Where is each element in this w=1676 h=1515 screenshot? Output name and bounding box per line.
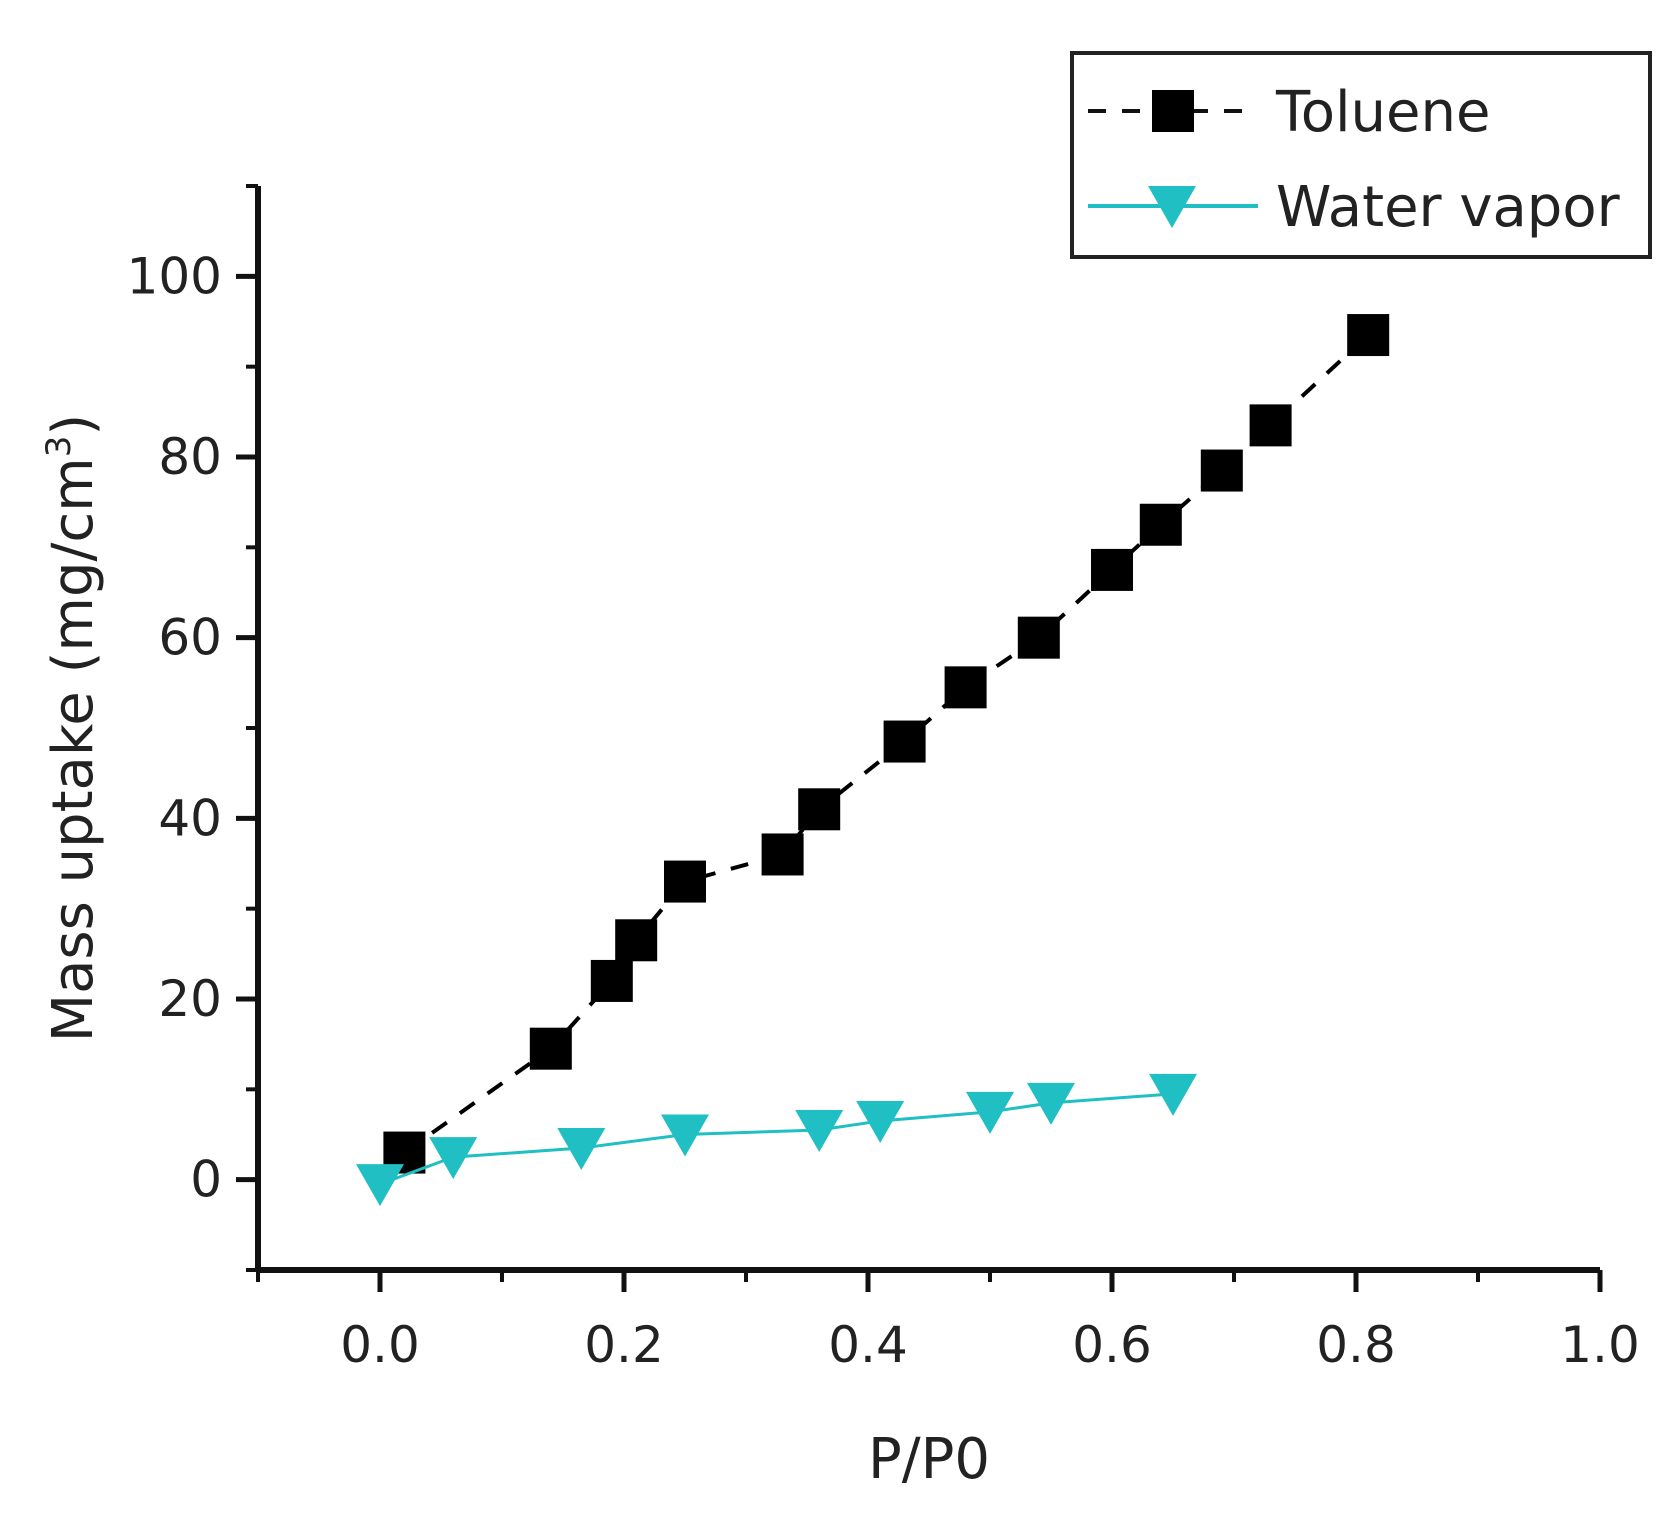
y-tick-label: 40 [158,789,222,847]
water-vapor-point [856,1100,905,1143]
water-vapor-point [356,1164,404,1207]
x-tick-label: 0.6 [1072,1316,1152,1374]
legend-toluene-marker [1152,90,1194,132]
x-tick-label: 1.0 [1560,1316,1640,1374]
legend-toluene-label: Toluene [1275,80,1490,145]
water-vapor-point [661,1114,709,1157]
x-tick-label: 0.0 [340,1316,420,1374]
toluene-point [761,833,804,876]
water-vapor-point [795,1109,844,1152]
toluene-point [529,1027,572,1070]
legend-box [1070,51,1652,259]
toluene-point [1139,503,1182,546]
water-vapor-point [1149,1073,1197,1116]
series-layer [356,314,1390,1207]
x-tick-label: 0.4 [828,1316,908,1374]
toluene-point [1017,616,1060,659]
y-tick-label: 100 [127,247,222,305]
water-vapor-point [966,1091,1014,1134]
y-axis-title-suffix: ) [41,414,106,436]
toluene-point [1347,314,1390,357]
y-ticks: 0 20 40 60 80 100 [127,184,258,1272]
y-tick-label: 60 [158,609,222,667]
toluene-point [664,860,706,903]
y-axis-title: Mass uptake (mg/cm3) [39,414,106,1042]
y-tick-label: 80 [158,428,222,486]
water-vapor-point [1027,1082,1075,1125]
legend: Toluene Water vapor [1070,51,1652,259]
toluene-point [944,666,987,709]
toluene-point [1200,449,1243,492]
toluene-point [1249,404,1292,447]
x-tick-label: 0.8 [1316,1316,1396,1374]
toluene-point [590,959,633,1002]
toluene-point [615,919,658,962]
x-tick-label: 0.2 [584,1316,664,1374]
water-vapor-point [429,1137,478,1180]
toluene-point [798,788,841,831]
x-axis-title: P/P0 [868,1427,990,1492]
y-tick-label: 0 [190,1151,222,1209]
y-tick-label: 20 [158,970,222,1028]
toluene-point [1091,548,1133,591]
x-ticks: 0.0 0.2 0.4 0.6 0.8 1.0 [256,1270,1640,1374]
y-axis-title-text: Mass uptake (mg/cm [41,457,106,1042]
legend-water-label: Water vapor [1276,175,1621,240]
y-axis-title-superscript: 3 [39,436,79,458]
toluene-point [883,720,926,763]
water-vapor-point [557,1128,606,1171]
legend-water-marker [1148,186,1196,228]
